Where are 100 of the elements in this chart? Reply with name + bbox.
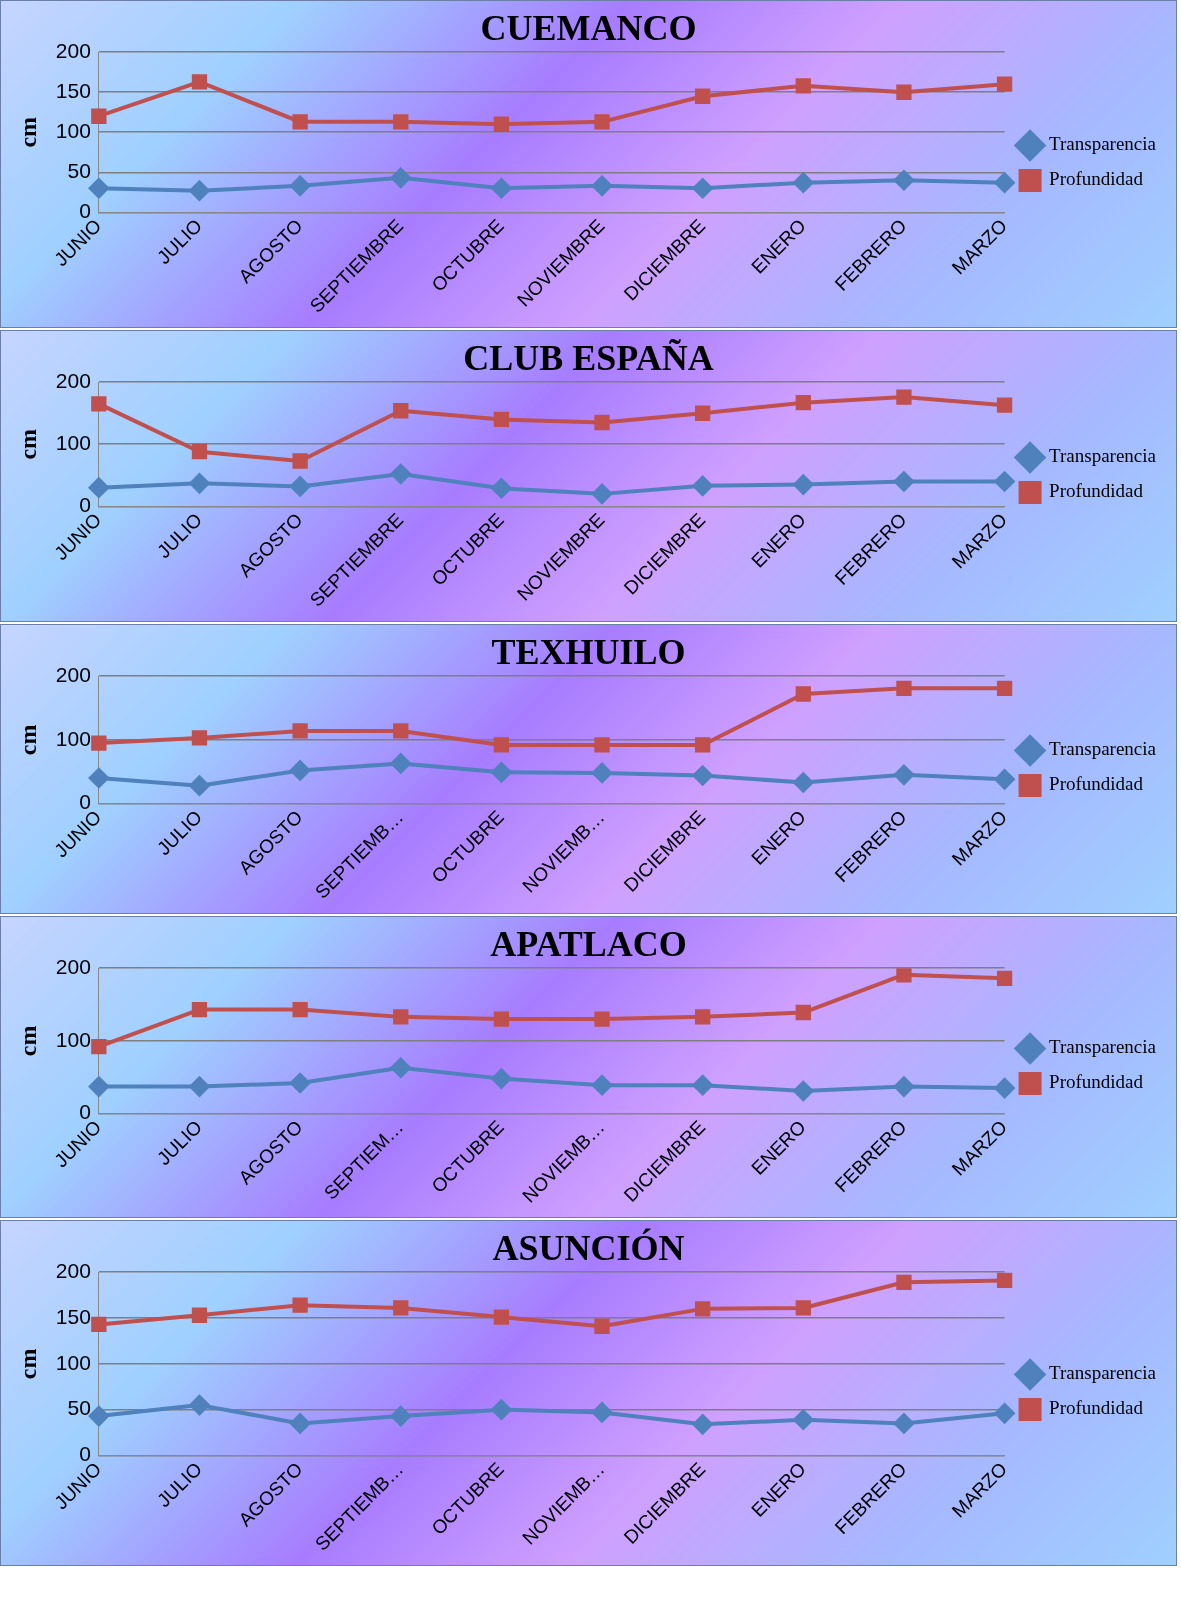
point xyxy=(594,414,610,431)
point xyxy=(994,1403,1015,1424)
legend-label: Profundidad xyxy=(1049,1397,1144,1419)
point xyxy=(695,1009,711,1025)
point xyxy=(493,116,510,132)
point xyxy=(793,172,814,193)
chart-title: ASUNCIÓN xyxy=(492,1227,685,1268)
point xyxy=(893,1413,914,1434)
y-tick-label: 150 xyxy=(55,79,91,103)
point xyxy=(695,1301,711,1317)
point xyxy=(896,1274,912,1290)
chart-title: TEXHUILO xyxy=(491,631,686,672)
point xyxy=(692,1075,713,1096)
y-tick-label: 100 xyxy=(55,726,91,750)
point xyxy=(290,175,311,196)
point xyxy=(692,178,713,199)
point xyxy=(994,1078,1015,1099)
point xyxy=(189,1076,210,1097)
point xyxy=(88,768,109,789)
point xyxy=(996,76,1013,92)
point xyxy=(393,114,409,130)
point xyxy=(189,1395,210,1416)
point xyxy=(896,389,912,405)
point xyxy=(91,108,107,124)
point xyxy=(292,114,308,130)
point xyxy=(592,483,613,504)
point xyxy=(994,471,1015,492)
legend-label: Profundidad xyxy=(1049,480,1144,502)
point xyxy=(793,1080,814,1101)
legend-label: Transparencia xyxy=(1049,738,1157,760)
point xyxy=(695,405,711,421)
point xyxy=(594,114,610,130)
point xyxy=(795,78,811,94)
y-tick-label: 50 xyxy=(67,159,91,183)
point xyxy=(893,1076,914,1097)
point xyxy=(393,1009,409,1025)
y-axis-title: cm xyxy=(14,1348,41,1380)
point xyxy=(692,765,713,786)
point xyxy=(290,1072,311,1093)
point xyxy=(191,1307,208,1323)
point xyxy=(88,1076,109,1097)
point xyxy=(893,764,914,785)
y-tick-label: 200 xyxy=(55,955,91,978)
point xyxy=(189,775,210,796)
point xyxy=(793,474,814,495)
y-axis-title: cm xyxy=(14,1025,41,1057)
point xyxy=(795,1300,811,1316)
point xyxy=(393,723,409,739)
point xyxy=(996,970,1013,987)
point xyxy=(189,180,210,201)
y-axis-title: cm xyxy=(14,724,41,756)
point xyxy=(390,1057,411,1078)
point xyxy=(191,1001,208,1018)
legend-label: Transparencia xyxy=(1049,445,1157,467)
point xyxy=(191,444,208,460)
point xyxy=(390,753,411,774)
point xyxy=(793,1409,814,1430)
point xyxy=(893,471,914,492)
point xyxy=(493,1309,510,1325)
legend-label: Transparencia xyxy=(1049,133,1157,155)
point xyxy=(491,1068,512,1089)
point xyxy=(896,84,912,100)
point xyxy=(290,760,311,781)
y-tick-label: 200 xyxy=(55,663,91,686)
point xyxy=(393,1300,409,1316)
chart-title: APATLACO xyxy=(490,923,687,964)
point xyxy=(390,167,411,188)
legend-label: Transparencia xyxy=(1049,1362,1157,1384)
point xyxy=(893,170,914,191)
y-tick-label: 100 xyxy=(55,119,91,143)
point xyxy=(491,178,512,199)
point xyxy=(493,737,510,753)
point xyxy=(493,411,510,428)
point xyxy=(290,1413,311,1434)
point xyxy=(88,477,109,498)
y-tick-label: 100 xyxy=(55,1027,91,1051)
point xyxy=(491,1399,512,1420)
point xyxy=(996,397,1013,413)
y-tick-label: 100 xyxy=(55,1350,91,1374)
point xyxy=(191,730,208,746)
point xyxy=(493,1011,510,1027)
point xyxy=(390,1406,411,1427)
point xyxy=(390,464,411,485)
point xyxy=(896,968,912,983)
point xyxy=(594,1318,610,1334)
y-tick-label: 200 xyxy=(55,39,91,62)
point xyxy=(91,1316,107,1333)
point xyxy=(592,1402,613,1423)
point xyxy=(491,478,512,499)
point xyxy=(692,475,713,496)
point xyxy=(994,769,1015,790)
legend-label: Transparencia xyxy=(1049,1036,1157,1058)
point xyxy=(994,172,1015,193)
point xyxy=(996,680,1013,696)
point xyxy=(594,737,610,753)
point xyxy=(793,772,814,793)
point xyxy=(692,1414,713,1435)
legend-label: Profundidad xyxy=(1049,773,1144,795)
point xyxy=(292,453,308,469)
point xyxy=(594,1011,610,1027)
